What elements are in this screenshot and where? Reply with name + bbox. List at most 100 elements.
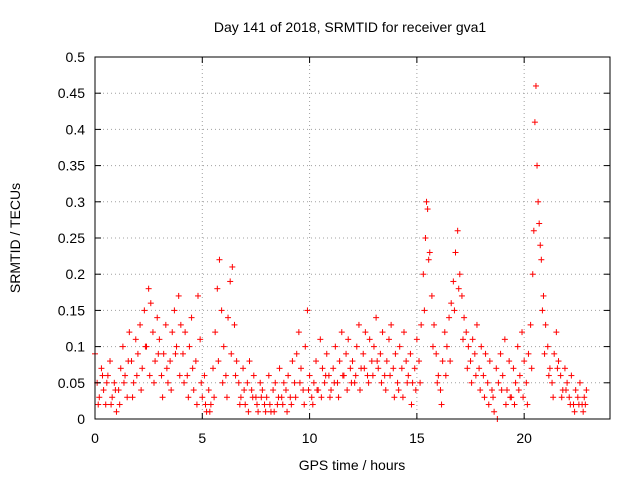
y-tick-label: 0.25 bbox=[58, 230, 85, 246]
data-point bbox=[176, 372, 183, 379]
data-point bbox=[231, 321, 238, 328]
data-point bbox=[154, 314, 161, 321]
data-point bbox=[506, 358, 513, 365]
data-point bbox=[236, 401, 243, 408]
data-point bbox=[304, 307, 311, 314]
data-point bbox=[422, 235, 429, 241]
data-point bbox=[495, 379, 502, 386]
data-point bbox=[323, 350, 330, 357]
data-point bbox=[521, 358, 528, 365]
data-point bbox=[555, 358, 562, 365]
data-point bbox=[418, 321, 425, 328]
data-point bbox=[473, 321, 480, 328]
x-tick-label: 0 bbox=[91, 430, 99, 446]
data-point bbox=[158, 372, 165, 379]
data-point bbox=[352, 372, 359, 379]
data-point bbox=[530, 227, 537, 234]
data-point bbox=[411, 365, 418, 372]
data-point bbox=[582, 401, 589, 408]
data-point bbox=[539, 307, 546, 314]
data-point bbox=[287, 394, 294, 401]
data-point bbox=[343, 350, 350, 357]
data-point bbox=[428, 292, 435, 299]
data-point bbox=[439, 358, 446, 365]
data-point bbox=[370, 343, 377, 350]
data-point bbox=[405, 372, 412, 379]
data-point bbox=[190, 387, 197, 394]
y-tick-label: 0.05 bbox=[58, 375, 85, 391]
data-point bbox=[545, 372, 552, 379]
data-point bbox=[223, 394, 230, 401]
data-point bbox=[416, 358, 423, 365]
data-point bbox=[237, 394, 244, 401]
data-point bbox=[107, 358, 114, 365]
data-point bbox=[313, 358, 320, 365]
data-point bbox=[171, 307, 178, 314]
data-point bbox=[300, 387, 307, 394]
data-point bbox=[198, 379, 205, 386]
data-point bbox=[179, 350, 186, 357]
data-point bbox=[172, 350, 179, 357]
data-point bbox=[536, 220, 543, 227]
x-axis-label: GPS time / hours bbox=[299, 457, 406, 473]
data-point bbox=[229, 263, 236, 270]
data-point bbox=[399, 394, 406, 401]
data-point bbox=[540, 292, 547, 299]
data-point bbox=[486, 358, 493, 365]
data-point bbox=[381, 372, 388, 379]
data-point bbox=[173, 343, 180, 350]
data-point bbox=[360, 350, 367, 357]
data-point bbox=[434, 379, 441, 386]
data-point bbox=[331, 379, 338, 386]
data-point bbox=[374, 358, 381, 365]
data-point bbox=[215, 358, 222, 365]
data-point bbox=[167, 358, 174, 365]
data-point bbox=[480, 372, 487, 379]
data-point bbox=[493, 365, 500, 372]
data-point bbox=[426, 249, 433, 256]
data-point bbox=[458, 292, 465, 299]
data-point bbox=[109, 394, 116, 401]
data-point bbox=[149, 329, 156, 336]
y-tick-label: 0.15 bbox=[58, 302, 85, 318]
plot-frame bbox=[94, 56, 611, 420]
data-point bbox=[111, 379, 118, 386]
data-point bbox=[549, 379, 556, 386]
data-point bbox=[321, 379, 328, 386]
data-point bbox=[156, 336, 163, 343]
data-point bbox=[103, 379, 110, 386]
data-point bbox=[185, 394, 192, 401]
data-point bbox=[261, 401, 268, 408]
data-point bbox=[488, 387, 495, 394]
data-point bbox=[541, 350, 548, 357]
data-point bbox=[467, 358, 474, 365]
data-point bbox=[255, 408, 262, 415]
data-point bbox=[152, 358, 159, 365]
y-tick-label: 0.35 bbox=[58, 158, 85, 174]
data-point bbox=[357, 387, 364, 394]
data-point bbox=[122, 372, 129, 379]
data-point bbox=[583, 387, 590, 394]
data-point bbox=[476, 365, 483, 372]
data-point bbox=[138, 387, 145, 394]
data-point bbox=[433, 350, 440, 357]
data-point bbox=[271, 408, 278, 415]
data-point bbox=[365, 379, 372, 386]
data-point bbox=[568, 372, 575, 379]
data-point bbox=[326, 394, 333, 401]
data-point bbox=[332, 343, 339, 350]
data-point bbox=[291, 379, 298, 386]
data-point bbox=[259, 387, 266, 394]
data-point bbox=[369, 372, 376, 379]
data-point bbox=[241, 387, 248, 394]
data-point bbox=[375, 365, 382, 372]
data-point bbox=[98, 365, 105, 372]
data-point bbox=[471, 350, 478, 357]
data-point bbox=[126, 329, 133, 336]
data-point bbox=[317, 336, 324, 343]
data-point bbox=[572, 387, 579, 394]
data-point bbox=[511, 401, 518, 408]
y-tick-label: 0.45 bbox=[58, 85, 85, 101]
data-point bbox=[319, 365, 326, 372]
data-point bbox=[250, 372, 257, 379]
